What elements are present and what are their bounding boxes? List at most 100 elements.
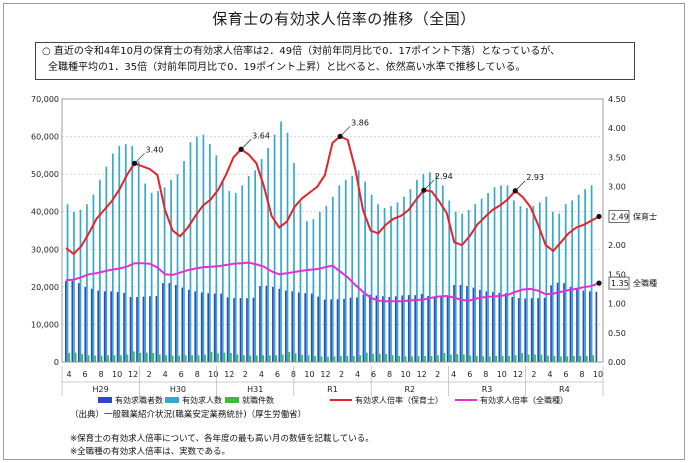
bar <box>500 185 502 362</box>
end-value-box <box>608 210 630 223</box>
bar <box>417 355 420 362</box>
bar <box>213 293 216 362</box>
bar <box>84 286 87 362</box>
bar <box>453 284 455 362</box>
bar <box>333 356 336 362</box>
bar <box>288 351 291 362</box>
bar <box>429 172 431 362</box>
bar <box>152 352 155 362</box>
y-left-tick-label: 50,000 <box>31 170 59 179</box>
bar <box>369 294 371 362</box>
x-tick-label: 4 <box>547 370 552 379</box>
bar <box>293 162 295 362</box>
bar <box>267 147 269 362</box>
peak-leader <box>423 179 435 191</box>
bar <box>353 355 355 362</box>
bar <box>221 181 224 362</box>
bar <box>560 356 562 362</box>
bar <box>540 354 543 362</box>
bar <box>409 189 412 362</box>
bar <box>200 292 203 362</box>
bar <box>511 297 514 362</box>
bar <box>454 211 457 362</box>
bar <box>162 283 164 362</box>
bar <box>137 160 140 362</box>
bar <box>184 355 187 362</box>
y-right-tick-label: 0.00 <box>608 358 626 367</box>
bar <box>262 355 265 362</box>
bar <box>504 293 507 362</box>
bar <box>254 170 257 362</box>
bar <box>196 136 198 362</box>
peak-label: 2.94 <box>435 172 453 181</box>
x-tick-label: 12 <box>224 370 234 379</box>
bar <box>136 297 138 362</box>
bar <box>197 355 200 362</box>
x-tick-label: 10 <box>112 370 122 379</box>
bar <box>297 292 300 362</box>
bar <box>519 206 522 362</box>
bar <box>377 204 379 362</box>
bar <box>590 185 593 362</box>
bar <box>278 288 281 362</box>
x-tick-label: 12 <box>417 370 427 379</box>
bar <box>537 298 539 362</box>
bar <box>168 283 171 362</box>
bar <box>469 355 472 362</box>
bar <box>103 291 106 362</box>
bar <box>246 298 248 362</box>
bar <box>365 352 368 362</box>
bar <box>191 355 193 362</box>
bar <box>92 194 95 362</box>
bar <box>474 204 476 362</box>
x-tick-label: 8 <box>387 370 392 379</box>
bar <box>372 354 375 362</box>
y-right-tick-label: 1.00 <box>608 300 626 309</box>
bar <box>79 209 82 362</box>
bar <box>566 356 569 362</box>
bar <box>280 121 282 362</box>
x-tick-label: 8 <box>99 370 104 379</box>
year-label: H31 <box>247 385 263 394</box>
bar <box>407 295 410 362</box>
bar <box>275 355 278 362</box>
bar <box>573 355 575 362</box>
bar <box>450 354 452 362</box>
bar <box>260 159 263 362</box>
y-right-tick-label: 4.00 <box>608 124 626 133</box>
bar <box>424 355 426 362</box>
hoikushi-ratio-line <box>65 135 600 256</box>
bar <box>230 352 232 362</box>
source-note: （出典）一般職業紹介状況(職業安定業務統計)（厚生労働省） <box>70 410 307 420</box>
bar <box>584 189 586 362</box>
bar <box>249 355 252 362</box>
bar <box>385 354 388 362</box>
bar <box>391 355 394 362</box>
x-tick-label: 10 <box>304 370 314 379</box>
legend-label: 有効求職者数 <box>115 395 163 405</box>
bar <box>564 204 567 362</box>
bar <box>349 297 352 362</box>
legend-label: 有効求人数 <box>182 395 222 405</box>
y-right-tick-label: 3.00 <box>608 183 626 192</box>
bar <box>325 206 328 362</box>
bar <box>577 194 580 362</box>
bar <box>526 207 528 362</box>
bar <box>556 282 559 362</box>
all-jobs-ratio-line <box>65 261 600 303</box>
bar <box>223 352 226 362</box>
bar <box>558 213 561 362</box>
bar <box>547 355 549 362</box>
bar <box>375 295 378 362</box>
bar <box>336 299 339 362</box>
bar <box>226 297 229 362</box>
bar <box>595 291 598 362</box>
summary-line-1: ○ 直近の令和4年10月の保育士の有効求人倍率は2．49倍（対前年同月比で0．1… <box>42 44 628 60</box>
bar <box>356 297 358 362</box>
bar <box>100 355 103 362</box>
bar <box>479 289 481 362</box>
bar <box>165 355 168 362</box>
bar <box>340 355 342 362</box>
bar <box>527 354 530 362</box>
bar <box>252 297 255 362</box>
